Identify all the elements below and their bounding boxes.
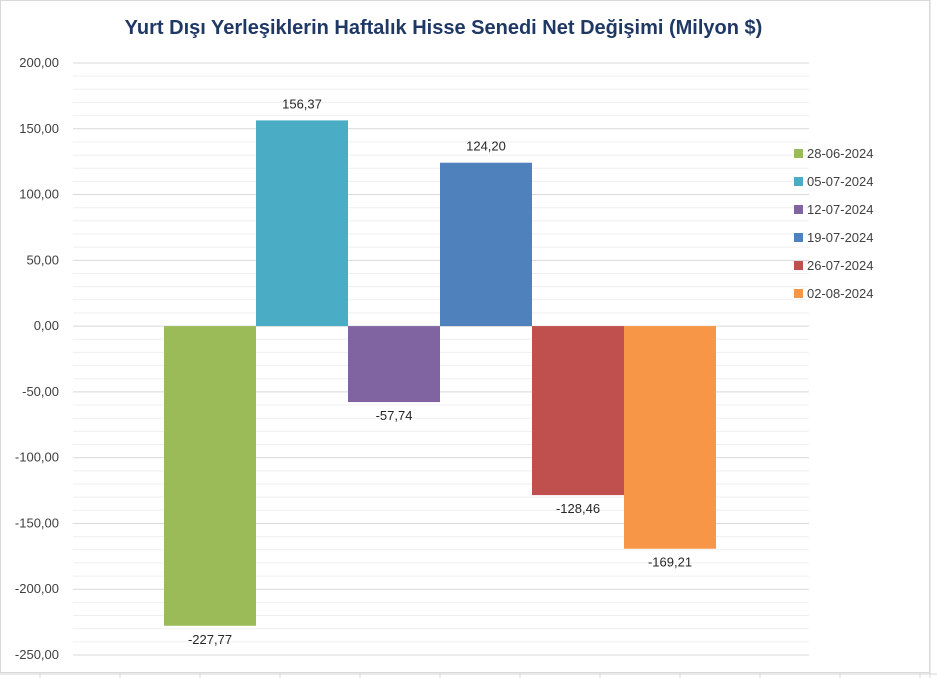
legend-label: 12-07-2024 (807, 201, 874, 217)
y-tick-label: -100,00 (15, 450, 59, 465)
legend-item: 02-08-2024 (794, 279, 874, 307)
legend-swatch (794, 260, 803, 270)
bar[interactable] (256, 120, 348, 327)
legend-swatch (794, 204, 803, 214)
legend-label: 26-07-2024 (807, 257, 874, 273)
legend-swatch (794, 148, 803, 158)
y-tick-label: -50,00 (22, 384, 59, 399)
y-tick-label: 150,00 (19, 121, 59, 136)
data-label: -169,21 (648, 555, 692, 570)
bars (164, 120, 716, 626)
data-label: 156,37 (282, 96, 322, 111)
legend-label: 02-08-2024 (807, 285, 874, 301)
chart-title: Yurt Dışı Yerleşiklerin Haftalık Hisse S… (124, 17, 763, 39)
bar[interactable] (532, 326, 624, 496)
legend-item: 05-07-2024 (794, 167, 874, 195)
y-tick-label: -200,00 (15, 581, 59, 596)
data-labels: -227,77 156,37 -57,74 124,20 -128,46 -169,21 (188, 96, 692, 646)
y-tick-label: -250,00 (15, 647, 59, 662)
legend-swatch (794, 288, 803, 298)
data-label: -227,77 (188, 632, 232, 647)
legend-item: 19-07-2024 (794, 223, 874, 251)
legend-swatch (794, 176, 803, 186)
y-tick-label: 50,00 (26, 252, 59, 267)
data-label: -128,46 (556, 501, 600, 516)
y-tick-label: -150,00 (15, 515, 59, 530)
legend-label: 05-07-2024 (807, 173, 874, 189)
bar[interactable] (624, 326, 716, 549)
legend-label: 28-06-2024 (807, 145, 874, 161)
legend-item: 28-06-2024 (794, 139, 874, 167)
legend-swatch (794, 232, 803, 242)
y-tick-label: 200,00 (19, 55, 59, 70)
bar[interactable] (164, 326, 256, 626)
legend-item: 12-07-2024 (794, 195, 874, 223)
legend-item: 26-07-2024 (794, 251, 874, 279)
y-axis: 200,00 150,00 100,00 50,00 0,00 -50,00 -100,00… (15, 55, 59, 662)
legend-label: 19-07-2024 (807, 229, 874, 245)
data-label: -57,74 (376, 408, 413, 423)
bar[interactable] (440, 162, 532, 327)
data-label: 124,20 (466, 139, 506, 154)
y-tick-label: 100,00 (19, 187, 59, 202)
bar[interactable] (348, 326, 440, 403)
y-tick-label: 0,00 (34, 318, 59, 333)
legend: 28-06-2024 05-07-2024 12-07-2024 19-07-2024… (794, 139, 874, 307)
